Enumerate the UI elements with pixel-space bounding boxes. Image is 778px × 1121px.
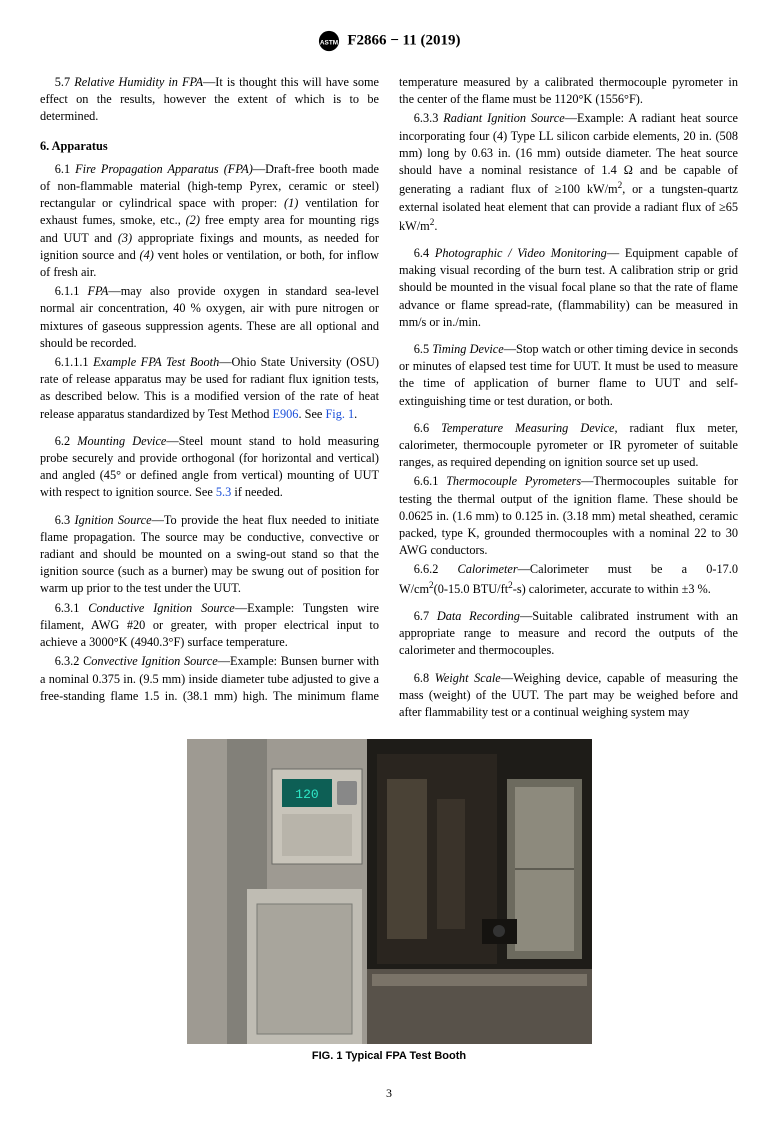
- para-6-6-1: 6.6.1 Thermocouple Pyrometers—Thermocoup…: [399, 473, 738, 559]
- para-6-1-1: 6.1.1 FPA—may also provide oxygen in sta…: [40, 283, 379, 352]
- body-columns: 5.7 Relative Humidity in FPA—It is thoug…: [40, 74, 738, 721]
- page-number: 3: [40, 1086, 738, 1101]
- para-6-6: 6.6 Temperature Measuring Device, radian…: [399, 420, 738, 472]
- astm-logo: ASTM: [318, 30, 340, 52]
- link-e906[interactable]: E906: [272, 407, 298, 421]
- para-6-1-1-1: 6.1.1.1 Example FPA Test Booth—Ohio Stat…: [40, 354, 379, 423]
- para-6-4: 6.4 Photographic / Video Monitoring— Equ…: [399, 245, 738, 331]
- para-6-3-3: 6.3.3 Radiant Ignition Source—Example: A…: [399, 110, 738, 235]
- figure-1: 120 FIG. 1 Typical FPA Test Booth: [40, 739, 738, 1062]
- display-value: 120: [295, 787, 318, 802]
- page-header: ASTM F2866 − 11 (2019): [40, 30, 738, 52]
- para-6-2: 6.2 Mounting Device—Steel mount stand to…: [40, 433, 379, 502]
- para-6-1: 6.1 Fire Propagation Apparatus (FPA)—Dra…: [40, 161, 379, 281]
- para-6-8: 6.8 Weight Scale—Weighing device, capabl…: [399, 670, 738, 722]
- para-6-7: 6.7 Data Recording—Suitable calibrated i…: [399, 608, 738, 660]
- para-6-5: 6.5 Timing Device—Stop watch or other ti…: [399, 341, 738, 410]
- figure-1-image: 120: [187, 739, 592, 1044]
- para-6-3: 6.3 Ignition Source—To provide the heat …: [40, 512, 379, 598]
- svg-text:ASTM: ASTM: [319, 40, 337, 47]
- link-fig1[interactable]: Fig. 1: [325, 407, 354, 421]
- heading-6: 6. Apparatus: [40, 138, 379, 155]
- para-6-6-2: 6.6.2 Calorimeter—Calorimeter must be a …: [399, 561, 738, 598]
- para-6-3-1: 6.3.1 Conductive Ignition Source—Example…: [40, 600, 379, 652]
- designation-text: F2866 − 11 (2019): [347, 32, 460, 48]
- link-5-3[interactable]: 5.3: [216, 485, 231, 499]
- figure-1-caption: FIG. 1 Typical FPA Test Booth: [40, 1050, 738, 1062]
- para-5-7: 5.7 Relative Humidity in FPA—It is thoug…: [40, 74, 379, 126]
